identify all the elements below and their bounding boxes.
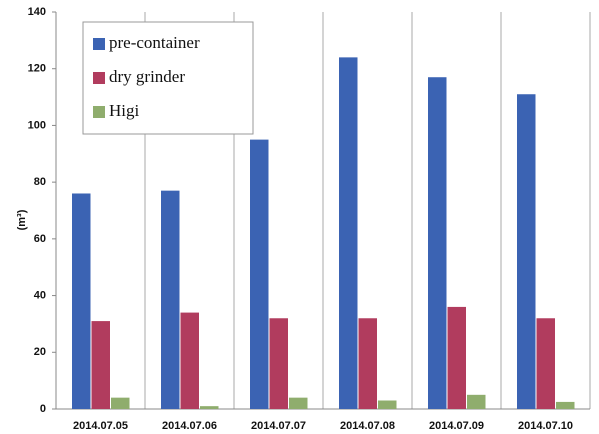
legend-label: Higi	[109, 101, 140, 120]
bar	[200, 406, 219, 409]
y-tick-label: 100	[28, 119, 46, 131]
bar	[269, 318, 288, 409]
bar	[339, 57, 358, 409]
bar	[250, 139, 269, 409]
x-tick-label: 2014.07.05	[73, 420, 128, 432]
bar	[72, 193, 91, 409]
bar	[467, 394, 486, 409]
bar	[517, 94, 536, 409]
y-tick-label: 40	[34, 289, 46, 301]
legend-swatch	[93, 38, 105, 50]
bar	[447, 306, 466, 409]
x-tick-label: 2014.07.06	[162, 420, 217, 432]
legend-swatch	[93, 72, 105, 84]
y-tick-label: 140	[28, 6, 46, 18]
bar	[556, 401, 575, 409]
legend-swatch	[93, 106, 105, 118]
bar	[358, 318, 377, 409]
y-axis-label: (m³)	[16, 209, 28, 230]
bar	[180, 312, 199, 409]
x-tick-label: 2014.07.10	[518, 420, 573, 432]
bar	[536, 318, 555, 409]
legend-label: pre-container	[109, 33, 200, 52]
bar	[111, 397, 130, 409]
bar	[428, 77, 447, 409]
bar	[161, 190, 180, 409]
y-tick-label: 60	[34, 233, 46, 245]
legend-box	[82, 21, 254, 135]
y-tick-label: 0	[40, 403, 46, 415]
bar	[91, 321, 110, 409]
bar	[289, 397, 308, 409]
y-tick-label: 80	[34, 176, 46, 188]
x-tick-label: 2014.07.07	[251, 420, 306, 432]
y-tick-label: 20	[34, 346, 46, 358]
legend-label: dry grinder	[109, 67, 185, 86]
x-tick-label: 2014.07.09	[429, 420, 484, 432]
x-tick-label: 2014.07.08	[340, 420, 395, 432]
y-tick-label: 120	[28, 63, 46, 75]
bar	[378, 400, 397, 409]
